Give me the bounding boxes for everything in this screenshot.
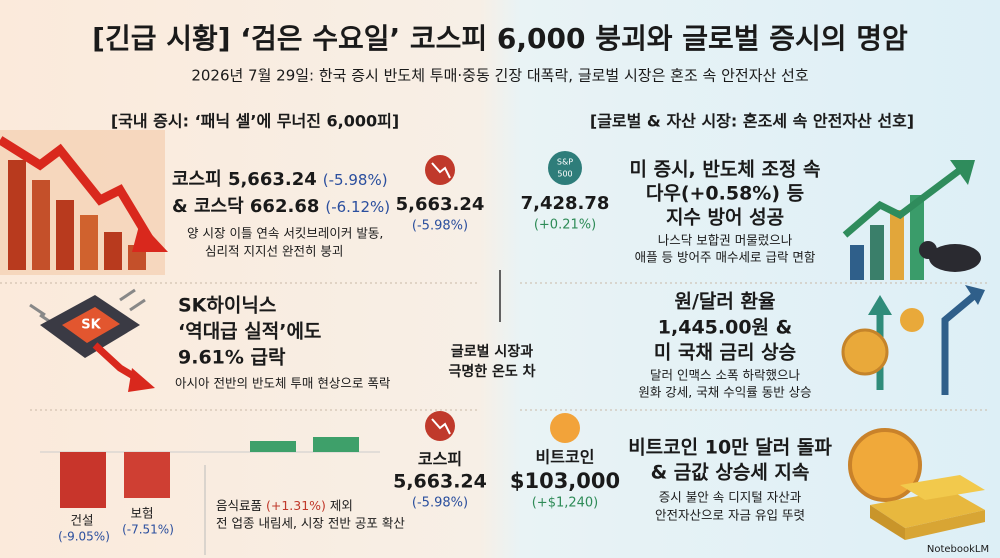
- brand: NotebookLM: [927, 544, 989, 555]
- indices-line1: 코스피 5,663.24 (-5.98%): [172, 169, 388, 190]
- sk-line: SK하이닉스: [178, 295, 276, 317]
- indices-line2: & 코스닥 662.68 (-6.12%): [172, 196, 390, 217]
- badge-change: (-5.98%): [412, 219, 468, 234]
- indices-desc: 심리적 지지선 완전히 붕괴: [205, 244, 343, 259]
- rising-illustration: [842, 160, 981, 280]
- gold-illustration: [848, 428, 985, 540]
- badge-value: 5,663.24: [396, 194, 485, 215]
- sp-icon: [548, 151, 582, 185]
- sk-line: ‘역대급 실적’에도: [178, 321, 321, 343]
- fx-desc: 원화 강세, 국채 수익률 동반 상승: [638, 385, 811, 400]
- us-line: 미 증시, 반도체 조정 속: [630, 159, 821, 181]
- kospi-name: 코스피: [418, 450, 462, 469]
- us-line: 다우(+0.58%) 등: [646, 183, 804, 205]
- crash-illustration: [0, 130, 168, 275]
- subtitle: 2026년 7월 29일: 한국 증시 반도체 투매·중동 긴장 대폭락, 글로…: [191, 67, 809, 85]
- fx-desc: 달러 인맥스 소폭 하락했으나: [650, 368, 800, 383]
- sp-change: (+0.21%): [534, 218, 596, 233]
- sp-icon-text: 500: [557, 170, 572, 179]
- sector-note: 전 업종 내림세, 시장 전반 공포 확산: [216, 516, 405, 531]
- indices-desc: 양 시장 이틀 연속 서킷브레이커 발동,: [187, 226, 383, 241]
- sk-line: 9.61% 급락: [178, 347, 286, 369]
- down-icon: [431, 418, 451, 435]
- down-icon: [425, 155, 455, 185]
- fx-illustration: [841, 285, 985, 395]
- kospi-value: 5,663.24: [393, 471, 487, 493]
- btc-value: $103,000: [510, 469, 620, 493]
- btc-icon: [550, 413, 580, 443]
- down-icon: [425, 411, 455, 441]
- left-heading: [국내 증시: ‘패닉 셀’에 무너진 6,000피]: [111, 112, 399, 131]
- crypto-desc: 안전자산으로 자금 유입 뚜렷: [655, 508, 805, 523]
- btc-change: (+$1,240): [532, 496, 599, 511]
- crypto-line: 비트코인 10만 달러 돌파: [628, 437, 832, 459]
- right-heading: [글로벌 & 자산 시장: 혼조세 속 안전자산 선호]: [590, 112, 914, 131]
- crypto-line: & 금값 상승세 지속: [651, 462, 810, 484]
- title: [긴급 시황] ‘검은 수요일’ 코스피 6,000 붕괴와 글로벌 증시의 명…: [92, 22, 908, 55]
- us-line: 지수 방어 성공: [666, 207, 784, 229]
- center-text: 극명한 온도 차: [448, 363, 535, 380]
- chip-label: SK: [81, 318, 101, 333]
- fx-line: 1,445.00원 &: [658, 317, 792, 339]
- sector-label: 보험: [130, 506, 153, 521]
- down-icon: [431, 162, 451, 179]
- us-desc: 애플 등 방어주 매수세로 급락 면함: [635, 250, 816, 265]
- sector-change: (-9.05%): [58, 530, 110, 544]
- fx-line: 원/달러 환율: [675, 291, 776, 313]
- crypto-desc: 증시 불안 속 디지털 자산과: [659, 490, 802, 505]
- center-text: 글로벌 시장과: [451, 343, 533, 360]
- sector-note: 음식료품 (+1.31%) 제외: [216, 498, 353, 513]
- sp-value: 7,428.78: [521, 193, 610, 214]
- btc-name: 비트코인: [536, 448, 595, 467]
- sp-icon-text: S&P: [557, 158, 573, 167]
- dividers: [0, 282, 990, 411]
- chip-illustration: [29, 288, 155, 392]
- fx-line: 미 국채 금리 상승: [654, 342, 796, 364]
- sk-desc: 아시아 전반의 반도체 투매 현상으로 폭락: [175, 376, 391, 391]
- kospi-change: (-5.98%): [412, 496, 468, 511]
- us-desc: 나스닥 보합권 머물렀으나: [658, 233, 793, 248]
- sector-bars: [40, 437, 380, 555]
- sector-label: 건설: [70, 513, 93, 528]
- sector-change: (-7.51%): [122, 523, 174, 537]
